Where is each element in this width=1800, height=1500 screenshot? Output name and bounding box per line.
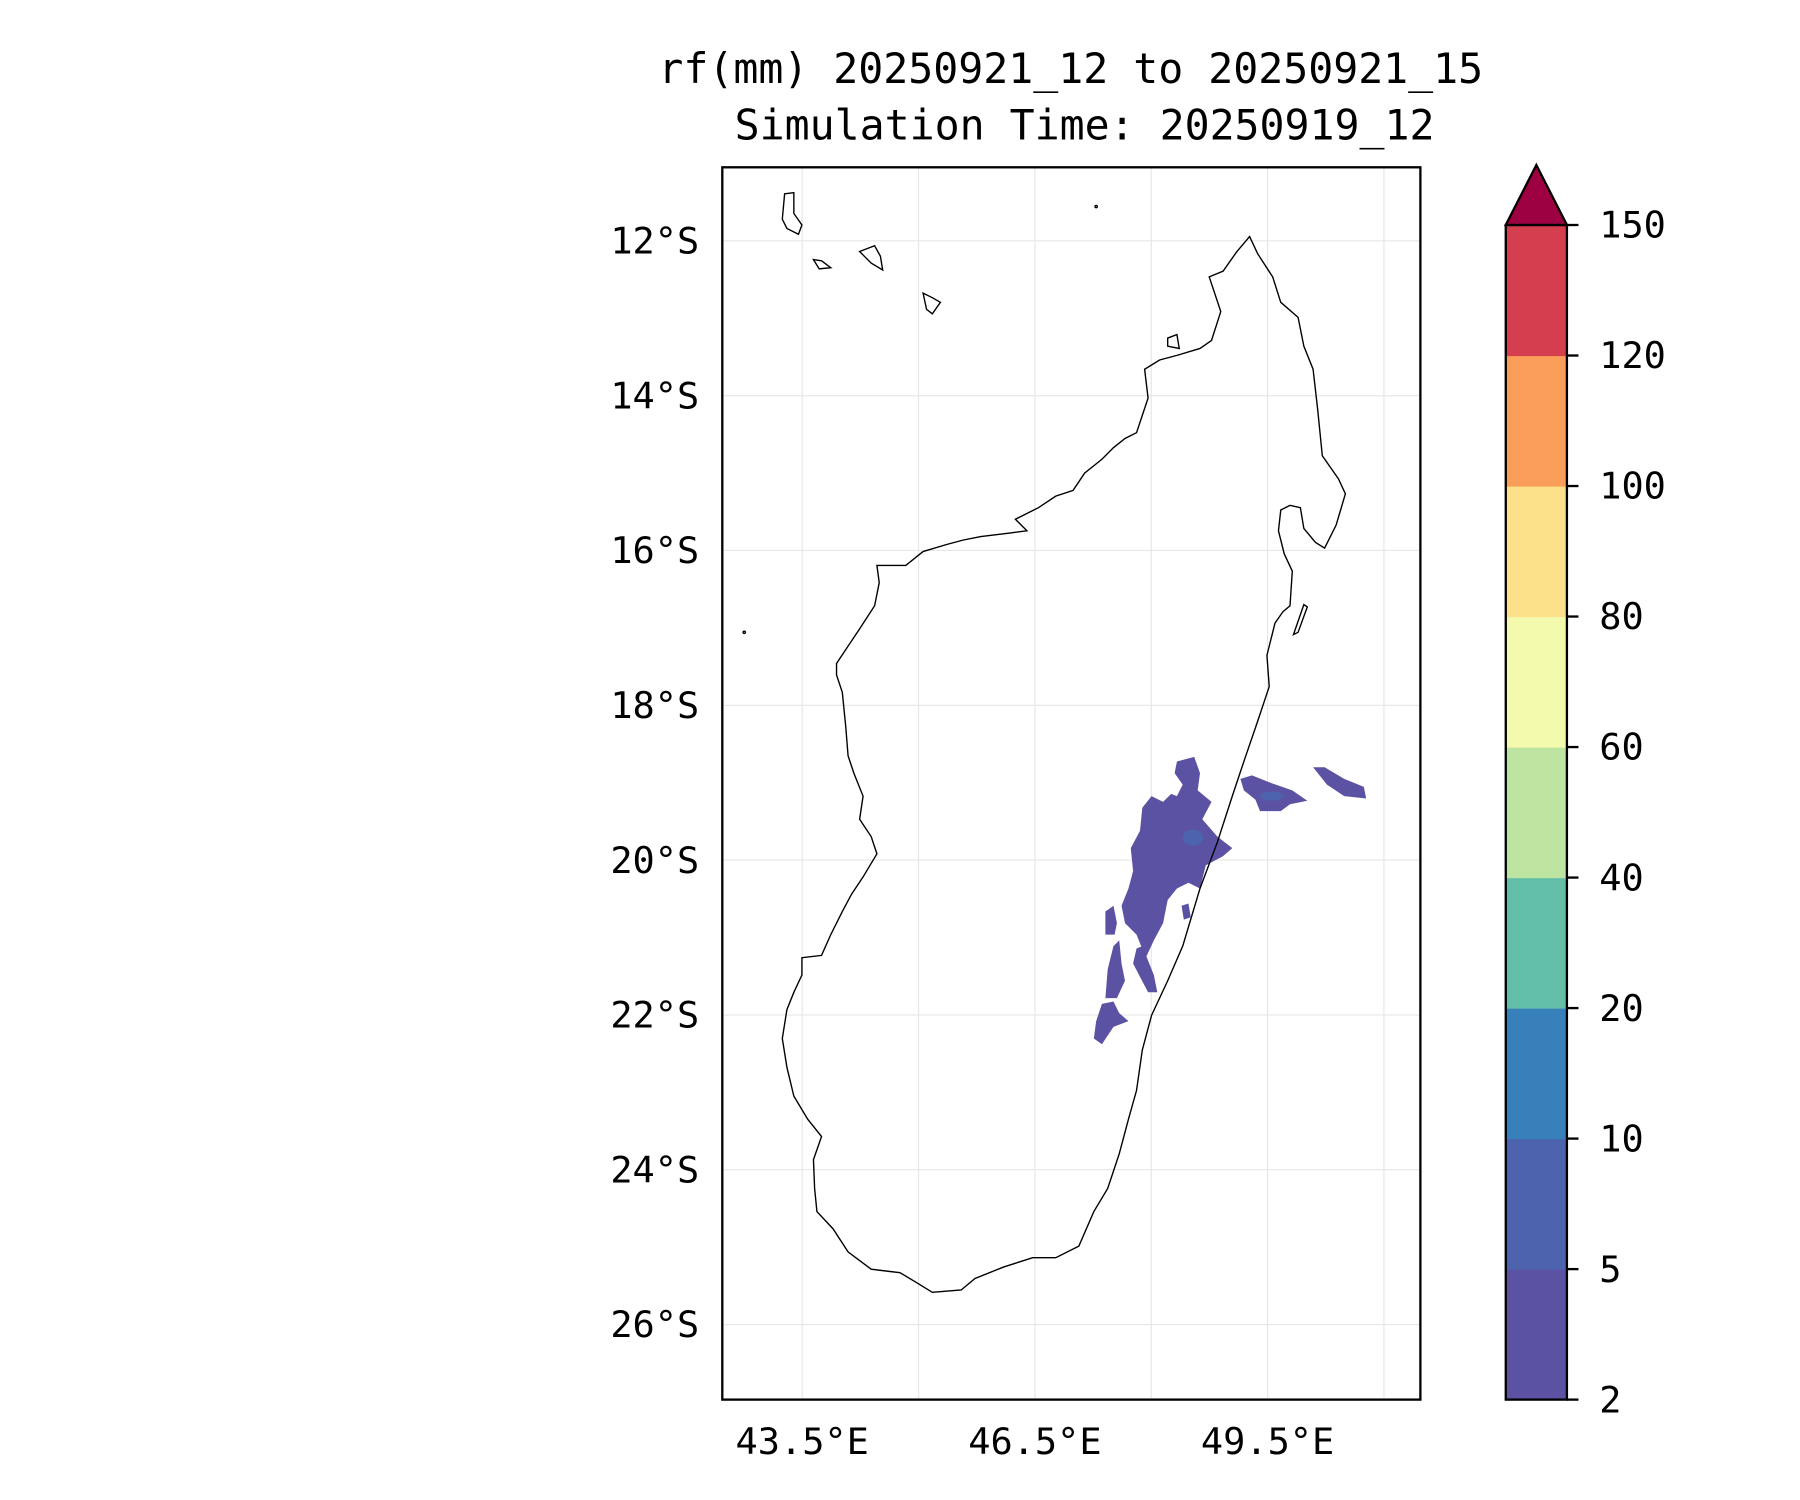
longitude-axis: 43.5°E 46.5°E 49.5°E: [736, 1420, 1335, 1463]
colorbar-tick-label: 80: [1599, 595, 1643, 638]
coastlines: [742, 191, 1347, 1294]
latitude-axis: 12°S 14°S 16°S 18°S 20°S 22°S 24°S 26°S: [610, 220, 699, 1347]
grande-comore-island: [781, 191, 803, 236]
islet: [742, 630, 747, 635]
madagascar-coastline: [781, 235, 1347, 1294]
colorbar-segment: [1505, 877, 1567, 1009]
colorbar-segment: [1505, 1008, 1567, 1140]
colorbar-segment: [1505, 225, 1567, 357]
colorbar-segment: [1505, 747, 1567, 879]
rain-area-offshore-2: [1313, 767, 1367, 799]
lon-tick-label: 43.5°E: [736, 1420, 869, 1463]
colorbar-tick-label: 20: [1599, 987, 1643, 1030]
map-gridlines: [722, 167, 1421, 1400]
colorbar-segment: [1505, 1138, 1567, 1270]
rain-area-south-4: [1093, 1001, 1129, 1045]
rain-peak-offshore: [1260, 791, 1284, 801]
rain-peak: [1182, 829, 1204, 846]
colorbar-tick-label: 40: [1599, 856, 1643, 899]
chart-title-line2: Simulation Time: 20250919_12: [735, 101, 1435, 150]
rain-area-south-1: [1105, 905, 1117, 935]
colorbar-segment: [1505, 486, 1567, 618]
moheli-island: [812, 258, 833, 270]
colorbar-tick-label: 5: [1599, 1248, 1621, 1291]
mayotte-island: [922, 291, 942, 315]
lon-tick-label: 49.5°E: [1201, 1420, 1334, 1463]
lat-tick-label: 24°S: [610, 1148, 699, 1191]
colorbar-tick-label: 10: [1599, 1117, 1643, 1160]
sainte-marie-island: [1292, 603, 1309, 636]
lat-tick-label: 14°S: [610, 374, 699, 417]
chart-title-line1: rf(mm) 20250921_12 to 20250921_15: [658, 44, 1483, 93]
lat-tick-label: 12°S: [610, 220, 699, 263]
colorbar-segment: [1505, 616, 1567, 748]
islet: [1094, 204, 1098, 209]
rain-area-south-2: [1105, 940, 1125, 999]
colorbar-tick-label: 100: [1599, 465, 1666, 508]
colorbar: 2 5 10 20 40 60 80 100 120 150: [1503, 162, 1666, 1421]
lat-tick-label: 26°S: [610, 1303, 699, 1346]
colorbar-tick-label: 60: [1599, 726, 1643, 769]
lat-tick-label: 20°S: [610, 839, 699, 882]
anjouan-island: [858, 244, 884, 272]
nosy-be-island: [1166, 333, 1181, 350]
rain-area-main: [1121, 756, 1233, 958]
lat-tick-label: 18°S: [610, 684, 699, 727]
map-frame: [721, 166, 1422, 1401]
colorbar-segment: [1505, 355, 1567, 487]
colorbar-segment: [1505, 1269, 1567, 1401]
colorbar-tick-label: 150: [1599, 204, 1666, 247]
lat-tick-label: 16°S: [610, 529, 699, 572]
colorbar-tick-label: 120: [1599, 334, 1666, 377]
colorbar-tick-label: 2: [1599, 1378, 1621, 1421]
rainfall-contours: [1093, 756, 1367, 1045]
rain-area-south-3: [1133, 946, 1158, 993]
lon-tick-label: 46.5°E: [968, 1420, 1101, 1463]
rain-area-small: [1181, 903, 1191, 920]
lat-tick-label: 22°S: [610, 994, 699, 1037]
colorbar-frame: [1504, 223, 1569, 1401]
colorbar-extend-arrow: [1503, 162, 1569, 227]
